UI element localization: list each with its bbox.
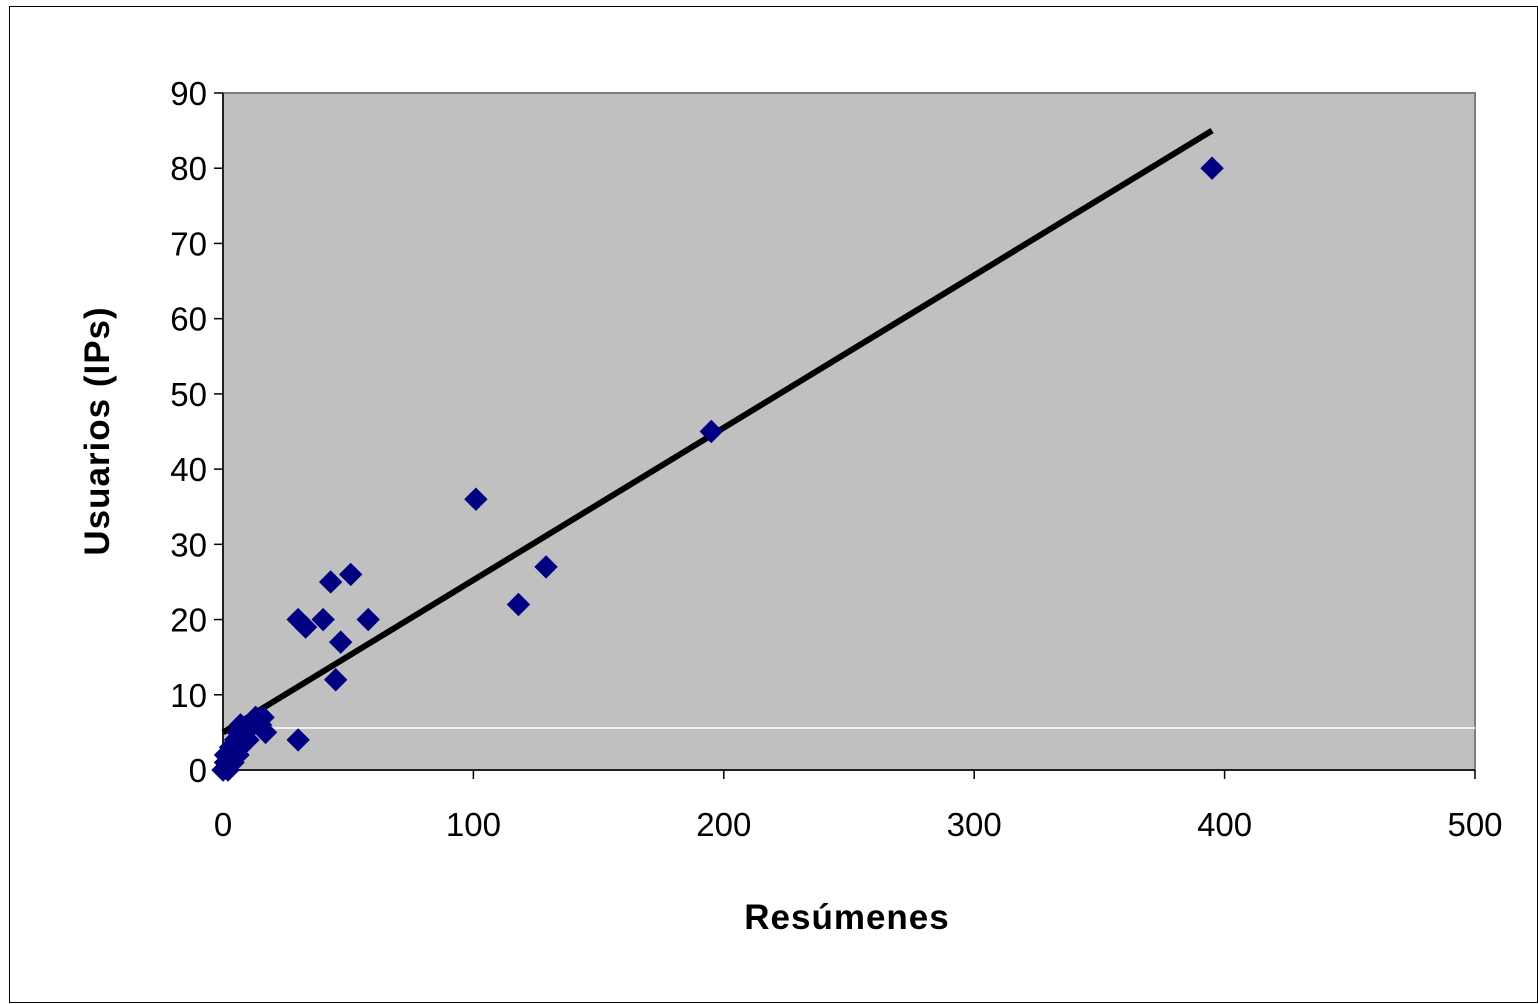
x-axis-title: Resúmenes xyxy=(744,898,949,937)
data-point xyxy=(534,555,558,579)
x-tick-label: 400 xyxy=(1197,806,1252,843)
y-tick-label: 0 xyxy=(189,752,207,789)
data-point xyxy=(699,419,723,444)
y-tick-label: 40 xyxy=(170,451,207,488)
y-tick-label: 80 xyxy=(170,150,207,187)
x-tick-label: 200 xyxy=(696,806,751,843)
scatter-chart: 0 10 20 30 40 50 60 70 80 90 0 100 200 300 400 500 Res… xyxy=(78,75,1503,937)
data-point xyxy=(323,668,348,692)
data-point xyxy=(356,607,380,632)
y-tick-label: 20 xyxy=(170,602,207,639)
x-tick-label: 0 xyxy=(214,806,232,843)
x-tick-label: 500 xyxy=(1447,806,1502,843)
data-point xyxy=(506,592,531,617)
y-axis-title: Usuarios (IPs) xyxy=(78,306,117,555)
y-tick-label: 50 xyxy=(170,376,207,413)
y-tick-label: 10 xyxy=(170,677,207,714)
data-point xyxy=(293,615,318,639)
x-tick-label: 300 xyxy=(947,806,1002,843)
y-tick-label: 90 xyxy=(170,75,207,112)
data-point xyxy=(253,720,278,745)
chart-frame: 0 10 20 30 40 50 60 70 80 90 0 100 200 300 400 500 Res… xyxy=(9,6,1538,1003)
data-point xyxy=(286,728,310,752)
data-point xyxy=(328,630,353,654)
data-point xyxy=(311,607,335,632)
x-tick-label: 100 xyxy=(446,806,501,843)
data-point xyxy=(338,562,363,587)
y-tick-label: 70 xyxy=(170,225,207,262)
y-axis-ticks: 0 10 20 30 40 50 60 70 80 90 xyxy=(170,75,223,789)
plot-area xyxy=(222,92,1476,771)
x-axis-ticks: 0 100 200 300 400 500 xyxy=(214,770,1503,843)
data-point xyxy=(464,487,488,511)
data-point xyxy=(318,570,343,594)
y-tick-label: 60 xyxy=(170,301,207,338)
y-tick-label: 30 xyxy=(170,526,207,563)
data-point xyxy=(1200,156,1224,180)
data-points xyxy=(211,156,1224,782)
